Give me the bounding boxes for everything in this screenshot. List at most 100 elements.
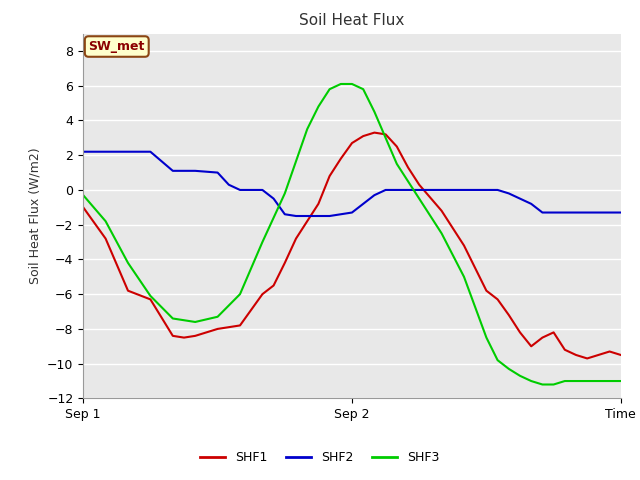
SHF3 [438,230,445,236]
SHF2 [617,210,625,216]
SHF1 [281,260,289,266]
SHF1 [595,352,602,358]
SHF1 [381,132,389,137]
SHF3 [393,161,401,167]
SHF1 [471,265,479,271]
SHF2 [516,196,524,202]
SHF3 [505,366,513,372]
SHF3 [584,378,591,384]
SHF2 [259,187,266,193]
SHF2 [460,187,468,193]
SHF1 [236,323,244,328]
SHF2 [572,210,580,216]
SHF1 [438,208,445,214]
SHF2 [381,187,389,193]
SHF3 [617,378,625,384]
SHF2 [113,149,120,155]
SHF1 [516,329,524,335]
SHF3 [236,291,244,297]
Text: SW_met: SW_met [88,40,145,53]
SHF1 [415,182,423,188]
SHF2 [393,187,401,193]
SHF2 [348,210,356,216]
Line: SHF3: SHF3 [83,84,621,384]
SHF2 [415,187,423,193]
SHF3 [102,218,109,224]
SHF1 [584,356,591,361]
SHF1 [259,291,266,297]
Y-axis label: Soil Heat Flux (W/m2): Soil Heat Flux (W/m2) [29,148,42,284]
SHF1 [292,236,300,241]
SHF2 [79,149,87,155]
SHF3 [483,335,490,340]
SHF2 [236,187,244,193]
SHF3 [381,135,389,141]
SHF1 [371,130,378,135]
SHF1 [214,326,221,332]
SHF2 [147,149,154,155]
SHF3 [281,191,289,196]
SHF3 [605,378,613,384]
SHF3 [595,378,602,384]
SHF3 [79,192,87,198]
SHF3 [169,316,177,322]
SHF2 [303,213,311,219]
SHF3 [303,126,311,132]
Line: SHF1: SHF1 [83,132,621,359]
SHF2 [169,168,177,174]
SHF2 [326,213,333,219]
SHF1 [191,333,199,339]
SHF2 [281,211,289,217]
Line: SHF2: SHF2 [83,152,621,216]
SHF1 [79,204,87,210]
SHF2 [483,187,490,193]
SHF2 [550,210,557,216]
SHF2 [315,213,322,219]
SHF1 [270,283,278,288]
SHF3 [315,104,322,109]
SHF2 [180,168,188,174]
SHF1 [404,165,412,170]
SHF3 [326,86,333,92]
SHF1 [102,236,109,241]
SHF3 [538,382,546,387]
SHF3 [191,319,199,325]
SHF3 [561,378,568,384]
SHF2 [493,187,501,193]
SHF2 [527,201,535,207]
SHF2 [595,210,602,216]
SHF1 [527,343,535,349]
SHF2 [337,211,344,217]
SHF3 [516,373,524,379]
SHF2 [225,182,232,188]
SHF1 [348,140,356,146]
SHF1 [460,243,468,249]
SHF1 [550,329,557,335]
SHF1 [393,144,401,149]
SHF3 [348,81,356,87]
SHF3 [460,274,468,280]
SHF1 [617,352,625,358]
SHF1 [303,218,311,224]
SHF2 [214,170,221,176]
SHF1 [337,156,344,162]
SHF2 [359,201,367,207]
SHF3 [415,196,423,202]
SHF3 [214,314,221,320]
SHF2 [270,196,278,202]
SHF1 [326,173,333,179]
SHF2 [561,210,568,216]
SHF2 [538,210,546,216]
SHF3 [493,357,501,363]
SHF3 [259,239,266,245]
SHF1 [538,335,546,340]
Legend: SHF1, SHF2, SHF3: SHF1, SHF2, SHF3 [195,446,445,469]
SHF2 [584,210,591,216]
SHF2 [371,192,378,198]
SHF1 [483,288,490,294]
SHF1 [493,297,501,302]
SHF2 [505,191,513,196]
SHF1 [505,312,513,318]
SHF1 [124,288,132,294]
SHF1 [561,347,568,353]
